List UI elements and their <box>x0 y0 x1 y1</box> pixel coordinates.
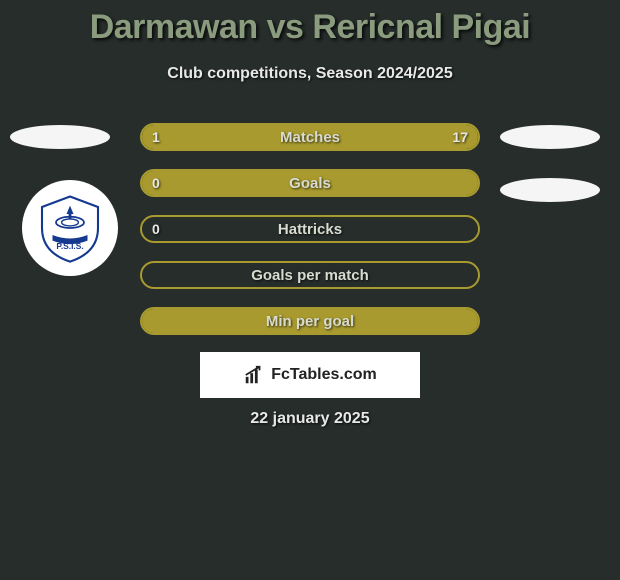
stat-label: Hattricks <box>142 217 478 241</box>
page-title: Darmawan vs Rericnal Pigai <box>0 0 620 47</box>
stats-bars: 1 Matches 17 0 Goals 0 Hattricks Goals p… <box>140 123 480 353</box>
player-left-placeholder-1 <box>10 125 110 149</box>
stat-bar-goals-per-match: Goals per match <box>140 261 480 289</box>
stat-bar-goals: 0 Goals <box>140 169 480 197</box>
stat-bar-hattricks: 0 Hattricks <box>140 215 480 243</box>
subtitle: Club competitions, Season 2024/2025 <box>0 65 620 83</box>
stat-value-right: 17 <box>452 125 468 149</box>
svg-text:P.S.I.S.: P.S.I.S. <box>56 241 83 251</box>
club-badge-left: P.S.I.S. <box>22 180 118 276</box>
stat-bar-matches: 1 Matches 17 <box>140 123 480 151</box>
chart-icon <box>243 364 265 386</box>
stat-label: Matches <box>142 125 478 149</box>
attribution-box: FcTables.com <box>200 352 420 398</box>
club-logo-icon: P.S.I.S. <box>35 193 105 263</box>
stat-label: Goals per match <box>142 263 478 287</box>
stat-bar-min-per-goal: Min per goal <box>140 307 480 335</box>
stat-label: Min per goal <box>142 309 478 333</box>
attribution-text: FcTables.com <box>271 366 377 384</box>
date-text: 22 january 2025 <box>0 410 620 428</box>
player-right-placeholder-1 <box>500 125 600 149</box>
stat-label: Goals <box>142 171 478 195</box>
player-right-placeholder-2 <box>500 178 600 202</box>
